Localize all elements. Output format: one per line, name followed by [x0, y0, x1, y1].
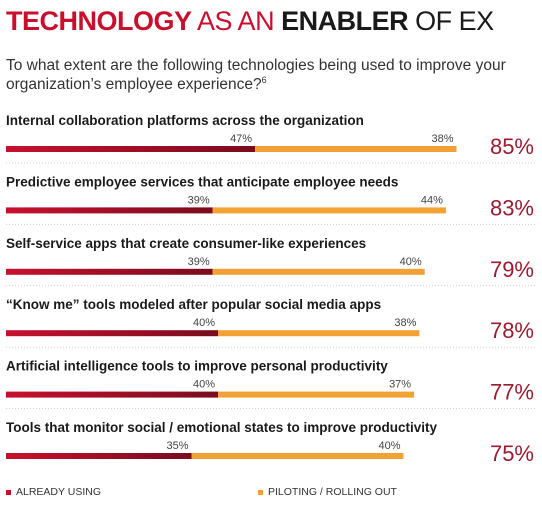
total-value: 78%: [490, 318, 534, 343]
total-value: 85%: [490, 134, 534, 159]
bar-piloting: [218, 391, 415, 398]
legend-swatch-already-using: [6, 489, 11, 495]
data-label-already-using: 35%: [166, 440, 188, 452]
category-label: Self-service apps that create consumer-l…: [6, 236, 366, 251]
bar-already-using: [6, 268, 213, 275]
data-label-piloting: 44%: [421, 194, 443, 206]
subtitle-footnote: 6: [261, 74, 267, 85]
category-label: Tools that monitor social / emotional st…: [6, 420, 438, 435]
data-label-piloting: 38%: [394, 317, 416, 329]
bar-piloting: [212, 268, 425, 275]
total-value: 75%: [490, 441, 534, 466]
bar-already-using: [6, 453, 192, 459]
bar-already-using: [6, 146, 256, 152]
title-part-enabler: ENABLER: [281, 6, 409, 36]
chart-subtitle: To what extent are the following technol…: [6, 56, 536, 94]
category-label: Internal collaboration platforms across …: [6, 113, 364, 128]
bar-piloting: [255, 146, 457, 152]
bar-already-using: [6, 330, 218, 337]
legend-swatch-piloting: [258, 489, 263, 495]
data-label-piloting: 38%: [431, 133, 453, 145]
category-label: “Know me” tools modeled after popular so…: [6, 297, 381, 312]
total-value: 77%: [490, 380, 534, 405]
legend-label-already-using: ALREADY USING: [16, 486, 101, 498]
title-part-technology: TECHNOLOGY: [6, 6, 192, 36]
data-label-piloting: 40%: [378, 440, 400, 452]
title-part-of-ex: OF EX: [408, 6, 494, 36]
data-label-piloting: 40%: [400, 256, 422, 268]
bar-piloting: [212, 207, 446, 214]
total-value: 79%: [490, 257, 534, 282]
data-label-already-using: 39%: [188, 194, 210, 206]
data-label-already-using: 47%: [230, 133, 252, 145]
total-value: 83%: [490, 195, 534, 220]
category-label: Artificial intelligence tools to improve…: [6, 359, 388, 374]
bar-piloting: [218, 330, 420, 337]
bar-already-using: [6, 391, 218, 398]
data-label-already-using: 40%: [193, 379, 215, 391]
legend-already-using: ALREADY USING: [6, 486, 101, 498]
data-label-piloting: 37%: [389, 379, 411, 391]
legend-piloting: PILOTING / ROLLING OUT: [258, 486, 397, 498]
data-label-already-using: 39%: [188, 256, 210, 268]
title-part-as-an: AS AN: [191, 6, 282, 36]
category-label: Predictive employee services that antici…: [6, 174, 398, 189]
chart-title: TECHNOLOGY AS AN ENABLER OF EX: [6, 6, 494, 36]
legend-label-piloting: PILOTING / ROLLING OUT: [268, 486, 397, 498]
bar-piloting: [191, 453, 404, 459]
bar-already-using: [6, 207, 213, 214]
data-label-already-using: 40%: [193, 317, 215, 329]
subtitle-text: To what extent are the following technol…: [6, 57, 506, 93]
